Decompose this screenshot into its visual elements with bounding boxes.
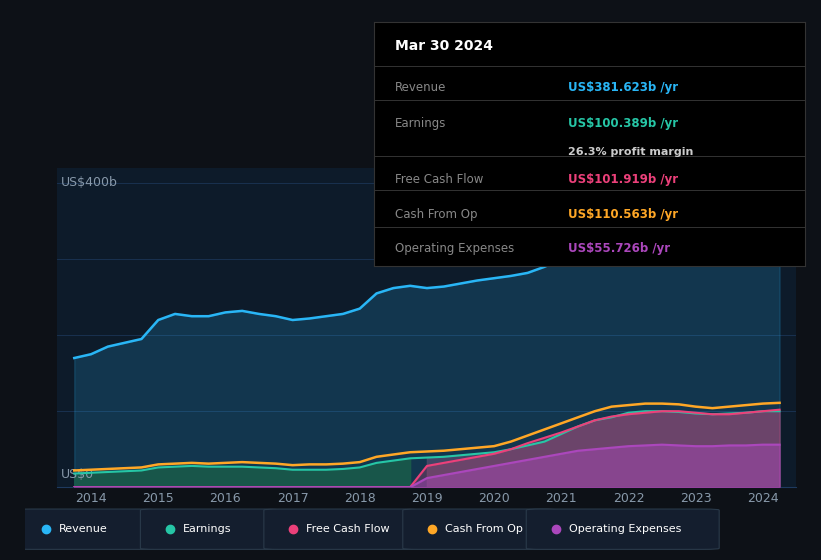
Text: Earnings: Earnings: [395, 118, 447, 130]
FancyBboxPatch shape: [140, 509, 279, 549]
Text: Revenue: Revenue: [59, 524, 108, 534]
Text: Mar 30 2024: Mar 30 2024: [395, 39, 493, 53]
Text: Free Cash Flow: Free Cash Flow: [395, 174, 484, 186]
Text: Revenue: Revenue: [395, 81, 447, 94]
Text: Operating Expenses: Operating Expenses: [569, 524, 681, 534]
Text: US$101.919b /yr: US$101.919b /yr: [567, 174, 677, 186]
FancyBboxPatch shape: [264, 509, 418, 549]
Text: US$400b: US$400b: [62, 176, 118, 189]
Text: US$110.563b /yr: US$110.563b /yr: [567, 208, 677, 221]
Text: Cash From Op: Cash From Op: [395, 208, 478, 221]
Text: Free Cash Flow: Free Cash Flow: [306, 524, 390, 534]
Text: Cash From Op: Cash From Op: [445, 524, 523, 534]
Text: Operating Expenses: Operating Expenses: [395, 242, 514, 255]
FancyBboxPatch shape: [17, 509, 156, 549]
FancyBboxPatch shape: [526, 509, 719, 549]
FancyBboxPatch shape: [403, 509, 557, 549]
Text: US$381.623b /yr: US$381.623b /yr: [567, 81, 677, 94]
Text: US$0: US$0: [62, 468, 94, 481]
Text: US$100.389b /yr: US$100.389b /yr: [567, 118, 677, 130]
Text: 26.3% profit margin: 26.3% profit margin: [567, 147, 693, 157]
Text: Earnings: Earnings: [183, 524, 232, 534]
Text: US$55.726b /yr: US$55.726b /yr: [567, 242, 670, 255]
